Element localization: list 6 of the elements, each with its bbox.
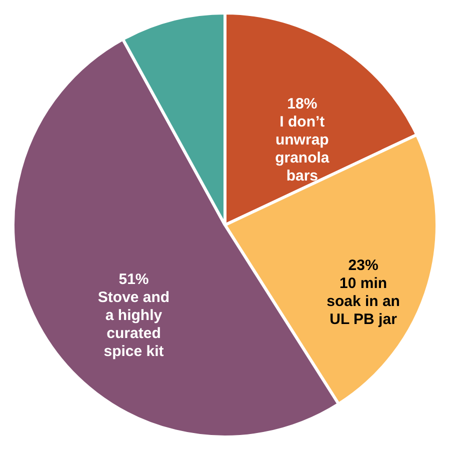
slice-label: 10 min soak in an UL PB jar: [326, 275, 400, 328]
data-label: 51%: [118, 270, 149, 288]
slice-label: Stove and a highly curated spice kit: [98, 288, 170, 360]
data-label: 23%: [348, 257, 378, 274]
slice-label: I don’t unwrap granola bars: [275, 113, 330, 184]
data-label: 18%: [287, 95, 318, 112]
